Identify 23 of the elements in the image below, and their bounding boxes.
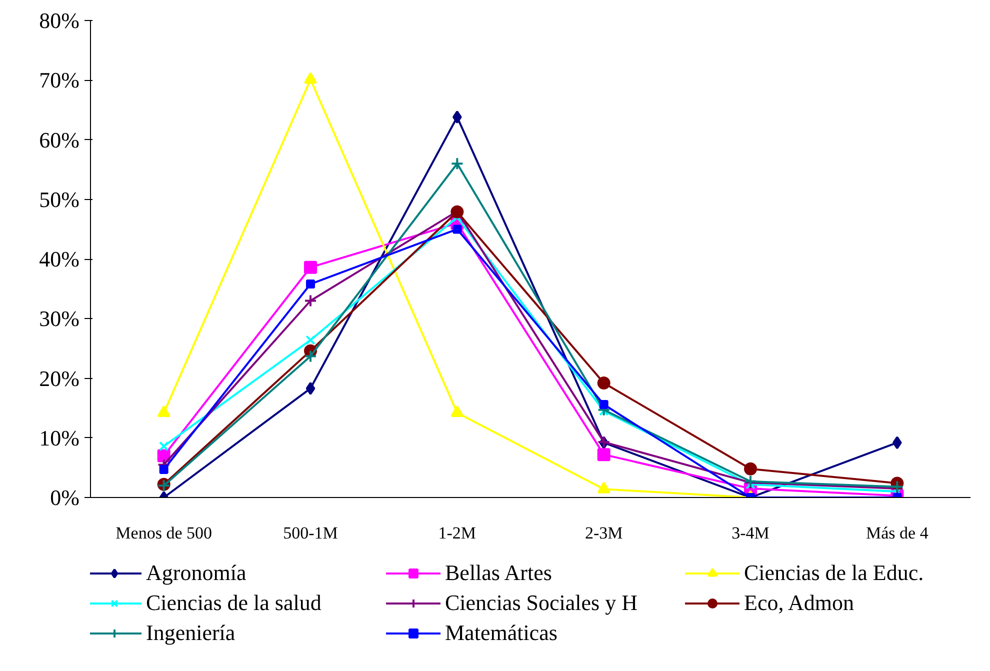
x-tick-label: Menos de 500: [116, 524, 212, 542]
legend-label: Ingeniería: [146, 620, 236, 646]
legend-label: Eco, Admon: [744, 590, 855, 616]
y-tick-label: 20%: [39, 366, 80, 391]
y-tick-label: 0%: [50, 485, 80, 510]
legend-label: Ciencias de la Educ.: [744, 560, 925, 586]
legend-label: Matemáticas: [445, 620, 558, 646]
x-tick-label: 1-2M: [438, 524, 476, 542]
legend-label: Bellas Artes: [445, 560, 553, 586]
x-tick-label: 3-4M: [732, 524, 770, 542]
legend-label: Ciencias de la salud: [146, 590, 322, 616]
y-tick-label: 80%: [39, 8, 80, 33]
legend-label: Ciencias Sociales y H: [445, 590, 638, 616]
y-tick-label: 70%: [39, 68, 80, 93]
x-tick-label: 2-3M: [584, 524, 623, 542]
y-tick-label: 10%: [39, 425, 80, 450]
y-tick-label: 30%: [39, 306, 80, 332]
y-tick-label: 60%: [39, 127, 80, 152]
x-tick-label: 500-1M: [283, 524, 338, 542]
x-tick-label: Más de 4: [866, 524, 929, 542]
y-tick-label: 40%: [39, 246, 80, 272]
y-tick-label: 50%: [39, 186, 80, 212]
legend-label: Agronomía: [146, 560, 248, 586]
